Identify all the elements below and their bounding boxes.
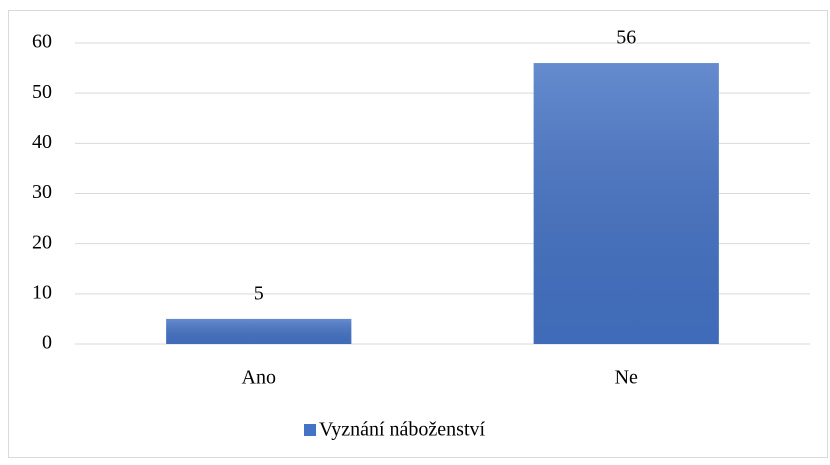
y-tick-label: 10	[32, 281, 52, 303]
y-tick-label: 40	[32, 131, 52, 153]
y-tick-label: 0	[42, 332, 52, 354]
legend-label: Vyznání náboženství	[319, 419, 486, 441]
y-tick-label: 20	[32, 231, 52, 253]
y-tick-label: 50	[32, 81, 52, 103]
x-tick-label: Ano	[242, 367, 276, 389]
y-tick-label: 30	[32, 181, 52, 203]
x-tick-label: Ne	[615, 367, 638, 389]
bar-shade	[533, 63, 719, 345]
y-tick-label: 60	[32, 31, 52, 53]
bar-shade	[166, 318, 352, 344]
data-label: 56	[616, 27, 636, 49]
legend-swatch	[304, 424, 316, 436]
data-label: 5	[254, 283, 264, 305]
